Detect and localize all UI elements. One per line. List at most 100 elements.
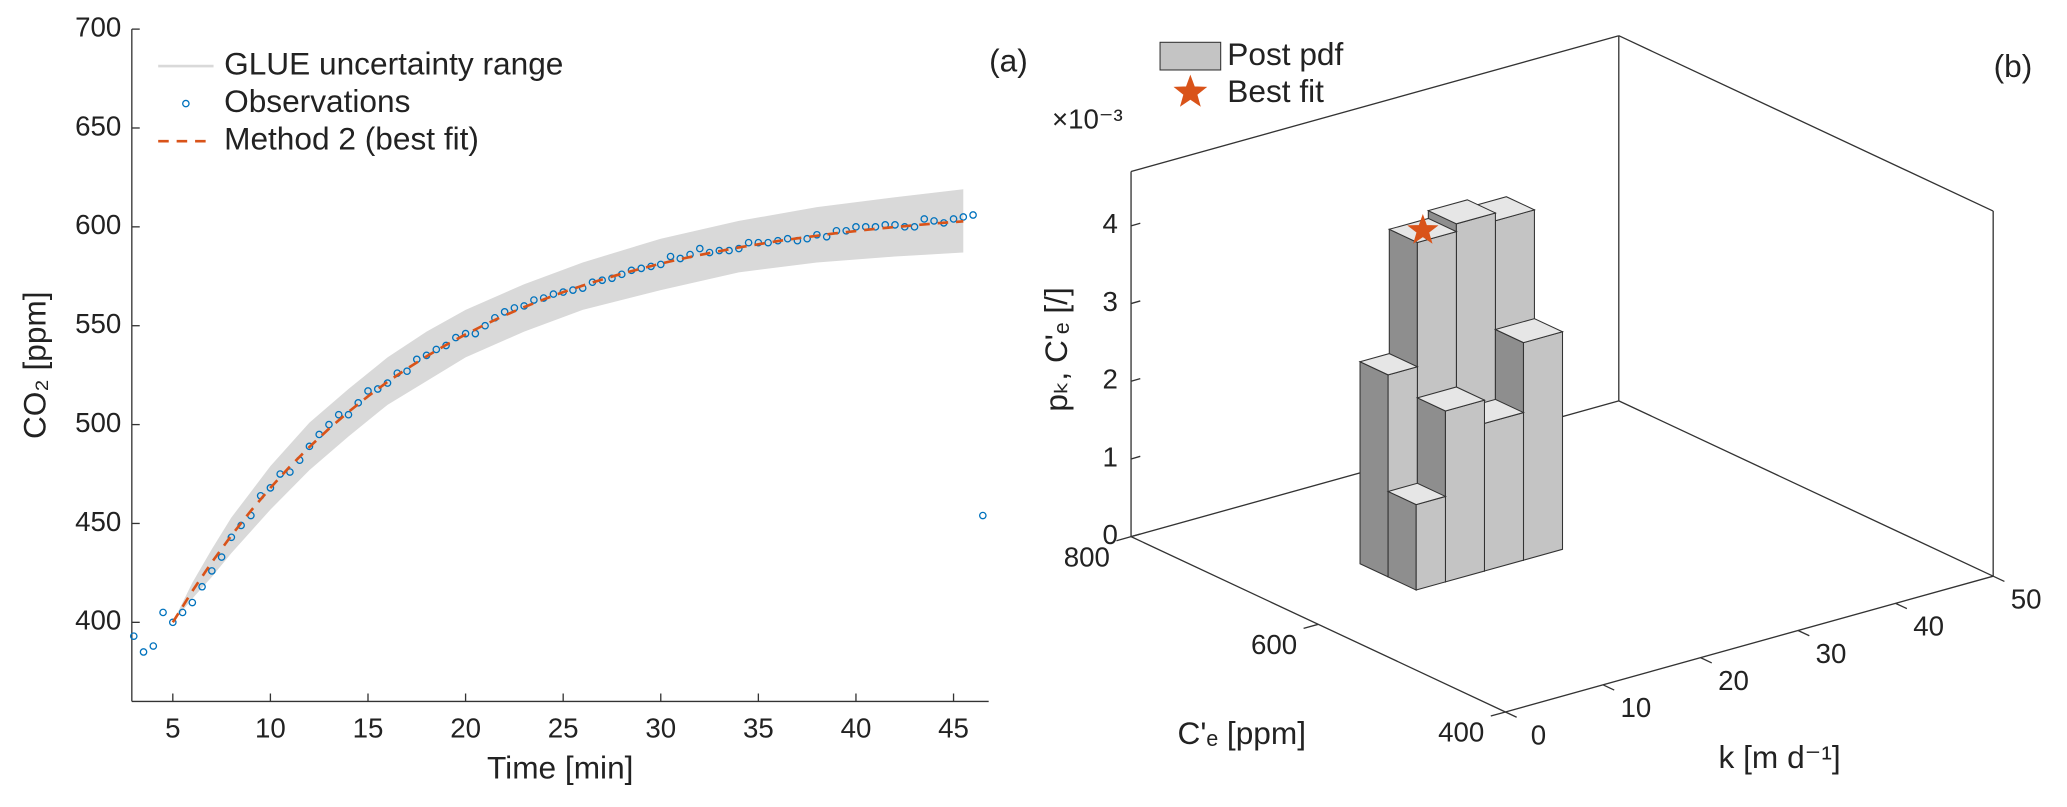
observation-point <box>764 238 772 247</box>
k-tick <box>1602 684 1615 691</box>
panel-label: (b) <box>1994 48 2033 84</box>
observation-point <box>803 234 811 243</box>
observation-point <box>305 442 314 451</box>
ce-tick-label: 600 <box>1251 629 1297 660</box>
observation-point <box>920 215 929 223</box>
observation-point <box>959 213 968 221</box>
observation-point <box>500 308 509 316</box>
legend-swatch <box>182 99 190 108</box>
observation-point <box>364 387 372 395</box>
k-tick <box>1895 602 1908 610</box>
y-tick-label: 400 <box>75 605 121 636</box>
observation-point <box>930 217 938 225</box>
y-tick-label: 600 <box>75 209 121 240</box>
k-tick <box>1797 629 1810 637</box>
z-axis-label: pₖ, C'ₑ [/] <box>1038 287 1074 411</box>
z-tick-label: 3 <box>1102 286 1117 317</box>
bar-front <box>1483 411 1525 572</box>
observation-point <box>217 553 226 561</box>
observation-point <box>159 608 167 617</box>
observation-point <box>354 399 363 407</box>
k-tick-label: 30 <box>1816 638 1847 669</box>
best-fit-marker <box>1407 213 1439 244</box>
k-tick-label: 0 <box>1531 719 1546 750</box>
observation-point <box>432 345 441 354</box>
y-tick-label: 450 <box>75 506 121 537</box>
legend-label: Method 2 (best fit) <box>224 121 479 157</box>
z-tick-label: 2 <box>1102 364 1117 395</box>
observation-point <box>530 296 538 304</box>
ce-axis-label: C'ₑ [ppm] <box>1178 715 1307 751</box>
observation-point <box>569 286 577 294</box>
observation-point <box>227 533 236 542</box>
bar-side <box>1359 360 1389 578</box>
bar-front <box>1522 331 1564 561</box>
observation-point <box>813 230 821 239</box>
x-tick-label: 45 <box>938 713 969 744</box>
legend-swatch <box>1159 41 1222 71</box>
observation-point <box>871 223 880 231</box>
y-tick-label: 650 <box>75 110 121 141</box>
observation-point <box>344 410 353 419</box>
legend-swatch <box>1173 74 1208 107</box>
observation-point <box>149 642 158 650</box>
observation-point <box>188 598 197 607</box>
k-tick <box>1700 657 1713 664</box>
bar-side <box>1387 490 1417 591</box>
observation-point <box>178 608 187 617</box>
bar-front <box>1415 495 1446 591</box>
observation-point <box>139 648 148 656</box>
x-tick-label: 5 <box>165 713 180 744</box>
observation-point <box>891 221 899 229</box>
panel-label: (a) <box>989 43 1028 79</box>
box-edge <box>1618 35 1994 212</box>
k-tick-label: 50 <box>2011 584 2042 615</box>
observation-point <box>286 468 294 476</box>
z-tick <box>1130 377 1141 382</box>
x-tick-label: 25 <box>548 713 579 744</box>
observation-point <box>822 232 831 241</box>
ce-tick-label: 800 <box>1064 541 1110 572</box>
z-tick <box>1130 300 1141 305</box>
bar-top <box>1493 318 1565 344</box>
observation-point <box>695 244 704 253</box>
k-axis <box>1505 575 1994 713</box>
x-tick-label: 20 <box>450 713 481 744</box>
observation-point <box>744 238 753 247</box>
bar <box>1386 482 1447 591</box>
observation-point <box>969 211 977 219</box>
bar-top <box>1386 482 1447 506</box>
k-tick-label: 20 <box>1718 665 1749 696</box>
bar-top <box>1358 353 1419 376</box>
y-tick-label: 500 <box>75 407 121 438</box>
observation-point <box>168 618 177 627</box>
z-tick <box>1130 533 1141 538</box>
observation-point <box>198 582 206 591</box>
legend-label: Best fit <box>1227 73 1324 109</box>
observation-point <box>461 329 470 338</box>
ce-tick <box>1490 711 1506 717</box>
x-tick-label: 30 <box>645 713 676 744</box>
ce-tick <box>1116 536 1132 542</box>
k-tick-label: 40 <box>1913 611 1944 642</box>
x-tick-label: 10 <box>255 713 286 744</box>
bar-top <box>1426 199 1497 225</box>
observation-point <box>656 260 665 269</box>
bar-top <box>1415 386 1486 412</box>
z-tick <box>1130 222 1141 227</box>
observation-point <box>403 367 411 376</box>
x-axis-label: Time [min] <box>487 749 633 785</box>
bar-front <box>1444 399 1485 583</box>
observation-point <box>979 511 987 520</box>
legend-label: Post pdf <box>1227 36 1343 72</box>
observation-point <box>666 252 675 261</box>
z-tick-label: 4 <box>1102 208 1117 239</box>
k-tick-label: 10 <box>1621 692 1652 723</box>
box-edge <box>1618 400 1994 577</box>
ce-tick <box>1303 623 1319 630</box>
observation-point <box>549 290 558 298</box>
z-tick <box>1130 455 1141 460</box>
z-tick-label: 0 <box>1102 519 1117 550</box>
